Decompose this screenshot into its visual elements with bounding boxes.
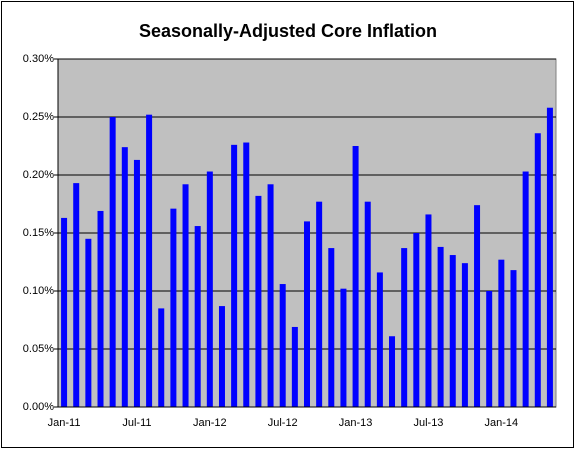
bar (85, 238, 92, 407)
bar (146, 114, 153, 408)
bar (510, 270, 517, 407)
bar (73, 183, 80, 407)
bar (61, 217, 68, 407)
x-tick-label: Jan-12 (193, 417, 227, 429)
bar (121, 147, 128, 407)
x-tick-label: Jul-12 (268, 417, 298, 429)
bar (194, 226, 201, 407)
bar (425, 214, 432, 407)
y-tick-label: 0.25% (23, 111, 54, 123)
bar (243, 142, 250, 407)
bar (279, 284, 286, 407)
x-tick-label: Jan-14 (485, 417, 519, 429)
bar (486, 291, 493, 407)
bar (231, 144, 238, 407)
bar (267, 184, 274, 407)
bar (352, 146, 359, 407)
bar (328, 248, 335, 407)
bar (498, 259, 505, 407)
bar (449, 255, 456, 407)
y-tick-label: 0.20% (23, 169, 54, 181)
bar (389, 336, 396, 407)
bar (364, 201, 371, 407)
chart-title: Seasonally-Adjusted Core Inflation (139, 21, 437, 41)
bar (437, 246, 444, 407)
y-tick-label: 0.30% (23, 53, 54, 65)
x-tick-label: Jan-13 (339, 417, 373, 429)
bar (182, 184, 189, 407)
bar (534, 133, 541, 408)
bar (474, 205, 481, 407)
bar (316, 201, 323, 407)
bar (376, 272, 383, 407)
x-tick-label: Jul-11 (122, 417, 151, 429)
bar (304, 221, 310, 407)
bar (218, 306, 225, 407)
bar (413, 233, 420, 407)
bar (291, 326, 298, 407)
bar (340, 288, 347, 407)
bar (255, 195, 262, 407)
bar (461, 263, 468, 407)
y-tick-label: 0.10% (23, 285, 54, 297)
bar (206, 171, 213, 407)
x-tick-label: Jul-13 (413, 417, 443, 429)
y-tick-label: 0.15% (23, 227, 54, 239)
bar (133, 159, 140, 407)
bar (401, 248, 408, 407)
y-tick-label: 0.00% (23, 401, 54, 413)
bar (109, 117, 116, 407)
y-tick-label: 0.05% (23, 343, 54, 355)
bar (522, 171, 529, 407)
bar (158, 308, 165, 407)
bar (170, 208, 177, 407)
bar (97, 210, 104, 407)
bar (546, 107, 553, 407)
x-tick-label: Jan-11 (48, 417, 81, 429)
